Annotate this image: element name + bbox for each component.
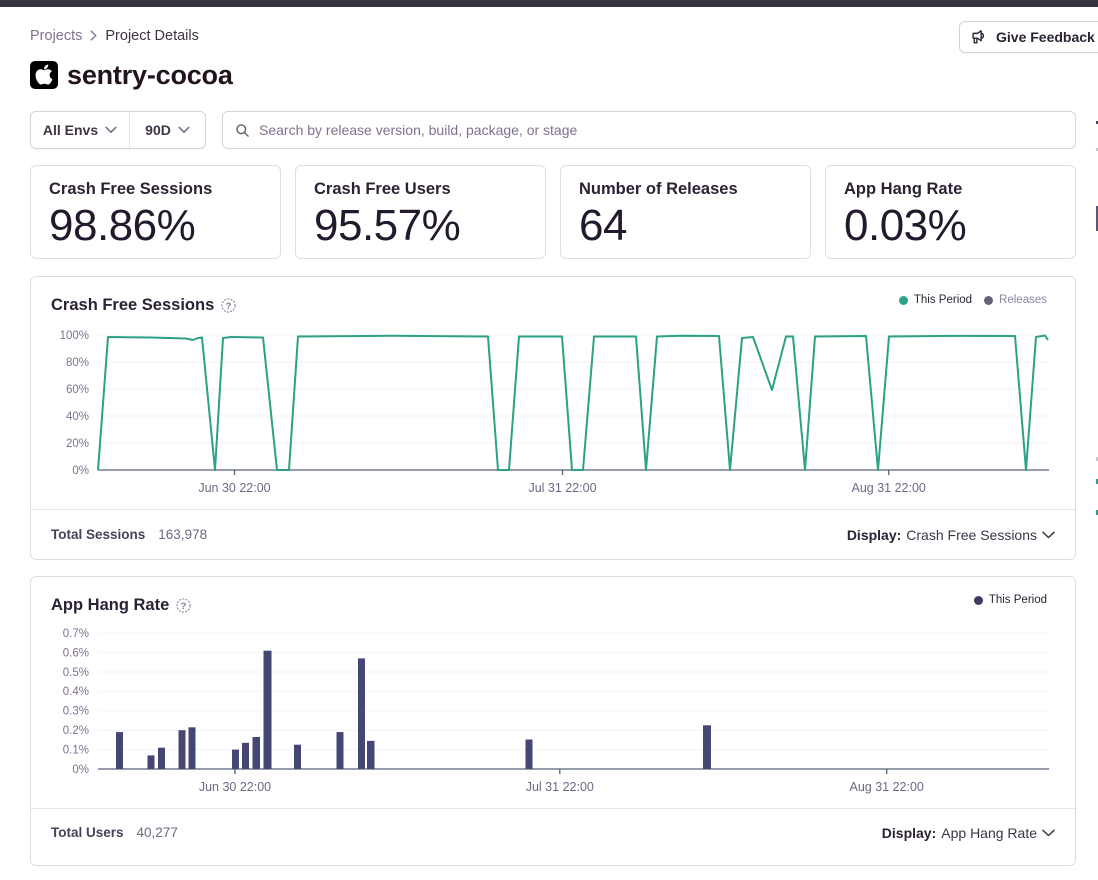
svg-text:Aug 31 22:00: Aug 31 22:00 bbox=[850, 780, 924, 794]
svg-text:0.4%: 0.4% bbox=[63, 686, 89, 698]
svg-text:0%: 0% bbox=[72, 465, 89, 477]
svg-text:80%: 80% bbox=[66, 357, 89, 369]
svg-text:?: ? bbox=[226, 301, 232, 312]
svg-text:Jun 30 22:00: Jun 30 22:00 bbox=[198, 481, 270, 495]
svg-text:0%: 0% bbox=[72, 764, 89, 776]
svg-text:0.5%: 0.5% bbox=[63, 667, 89, 679]
svg-text:40%: 40% bbox=[66, 411, 89, 423]
svg-text:0.1%: 0.1% bbox=[63, 744, 89, 756]
svg-text:20%: 20% bbox=[66, 438, 89, 450]
svg-text:?: ? bbox=[181, 601, 187, 612]
svg-text:Jun 30 22:00: Jun 30 22:00 bbox=[199, 780, 271, 794]
svg-text:Jul 31 22:00: Jul 31 22:00 bbox=[526, 780, 594, 794]
svg-text:60%: 60% bbox=[66, 384, 89, 396]
svg-text:0.6%: 0.6% bbox=[63, 647, 89, 659]
svg-text:Jul 31 22:00: Jul 31 22:00 bbox=[528, 481, 596, 495]
svg-text:100%: 100% bbox=[60, 330, 89, 342]
svg-text:Aug 31 22:00: Aug 31 22:00 bbox=[852, 481, 926, 495]
svg-text:0.7%: 0.7% bbox=[63, 628, 89, 640]
svg-text:0.2%: 0.2% bbox=[63, 725, 89, 737]
svg-text:0.3%: 0.3% bbox=[63, 706, 89, 718]
